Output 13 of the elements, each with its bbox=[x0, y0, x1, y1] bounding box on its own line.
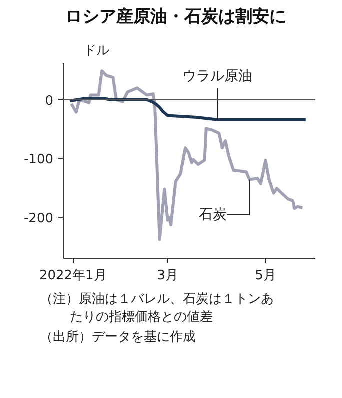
y-axis-title: ドル bbox=[84, 44, 110, 58]
y-tick-label: -100 bbox=[24, 152, 54, 168]
x-tick-label: 5月 bbox=[255, 268, 276, 284]
x-tick-label: 2022年1月 bbox=[39, 268, 107, 284]
line-series bbox=[70, 70, 304, 242]
text: ウラル原油 bbox=[182, 68, 253, 85]
text: （注）原油は１バレル、石炭は１トンあたりの指標価格との値差 bbox=[40, 291, 275, 326]
x-tick-label: 3月 bbox=[157, 268, 178, 284]
y-tick-label: -200 bbox=[24, 211, 54, 226]
y-tick-label: 0 bbox=[45, 94, 54, 109]
chart-title: ロシア産原油・石炭は割安に bbox=[66, 6, 286, 29]
text: （出所）データを基に作成 bbox=[40, 329, 197, 347]
series-label: 石炭 bbox=[199, 207, 228, 224]
